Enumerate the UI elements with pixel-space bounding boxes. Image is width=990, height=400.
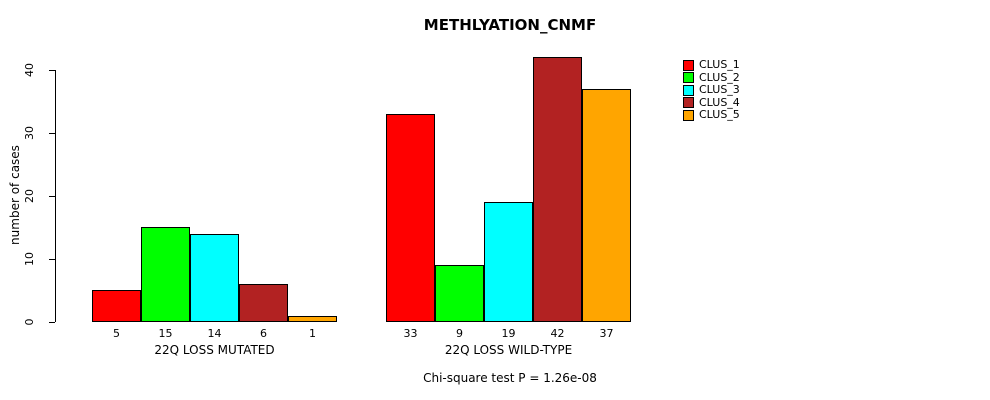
bar-clus_3-group2	[484, 202, 533, 322]
group-label: 22Q LOSS MUTATED	[154, 343, 275, 357]
bar-clus_1-group2	[386, 114, 435, 322]
legend-item-clus_4: CLUS_4	[683, 95, 740, 109]
legend-swatch-clus_4	[683, 97, 694, 108]
bar-value-label: 5	[113, 327, 120, 340]
legend-swatch-clus_5	[683, 109, 694, 121]
legend-label: CLUS_2	[699, 70, 740, 84]
bar-value-label: 37	[599, 327, 614, 340]
bar-clus_4-group2	[533, 57, 582, 322]
y-tick	[49, 132, 55, 134]
legend-item-clus_3: CLUS_3	[683, 84, 740, 96]
bar-value-label: 6	[260, 327, 267, 340]
y-tick-label: 30	[23, 126, 36, 140]
bar-clus_5-group2	[582, 89, 631, 322]
legend-item-clus_1: CLUS_1	[683, 59, 740, 71]
legend-label: CLUS_3	[699, 83, 740, 96]
legend-swatch-clus_2	[683, 72, 694, 83]
legend-item-clus_2: CLUS_2	[683, 70, 740, 84]
bar-value-label: 15	[158, 327, 173, 340]
bar-value-label: 14	[207, 327, 222, 340]
bar-clus_2-group1	[141, 227, 190, 322]
y-tick-label: 10	[23, 252, 36, 266]
plot-area: 0 10 20 30 40 5 15 14 6 1 22Q LOSS MUTATED 33 9 19 42 3…	[23, 55, 645, 357]
y-tick-label: 20	[23, 189, 36, 203]
y-tick	[49, 195, 55, 197]
bar-clus_5-group1	[288, 316, 337, 322]
y-axis-line	[55, 70, 56, 322]
bar-value-label: 19	[501, 327, 516, 340]
legend-label: CLUS_4	[699, 95, 740, 109]
legend-swatch-clus_1	[683, 59, 694, 71]
y-tick-label: 40	[23, 63, 36, 77]
legend-label: CLUS_1	[699, 58, 740, 71]
bar-value-label: 9	[456, 327, 463, 340]
y-tick-label: 0	[23, 318, 36, 326]
group-label: 22Q LOSS WILD-TYPE	[444, 343, 573, 357]
bar-value-label: 1	[309, 327, 316, 340]
y-tick	[49, 258, 55, 260]
chi-square-caption: Chi-square test P = 1.26e-08	[423, 371, 597, 385]
legend-item-clus_5: CLUS_5	[683, 109, 740, 121]
bar-value-label: 42	[550, 327, 565, 340]
y-tick	[49, 69, 55, 71]
bar-clus_2-group2	[435, 265, 484, 322]
bar-clus_4-group1	[239, 284, 288, 322]
bar-value-label: 33	[403, 327, 418, 340]
bar-clus_1-group1	[92, 290, 141, 322]
y-axis-label: number of cases	[8, 145, 22, 245]
chart-title: METHLYATION_CNMF	[423, 16, 597, 34]
y-tick	[49, 321, 55, 323]
legend: CLUS_1 CLUS_2 CLUS_3 CLUS_4 CLUS_5	[683, 59, 740, 122]
legend-swatch-clus_3	[683, 84, 694, 96]
legend-label: CLUS_5	[699, 108, 740, 121]
bar-clus_3-group1	[190, 234, 239, 322]
